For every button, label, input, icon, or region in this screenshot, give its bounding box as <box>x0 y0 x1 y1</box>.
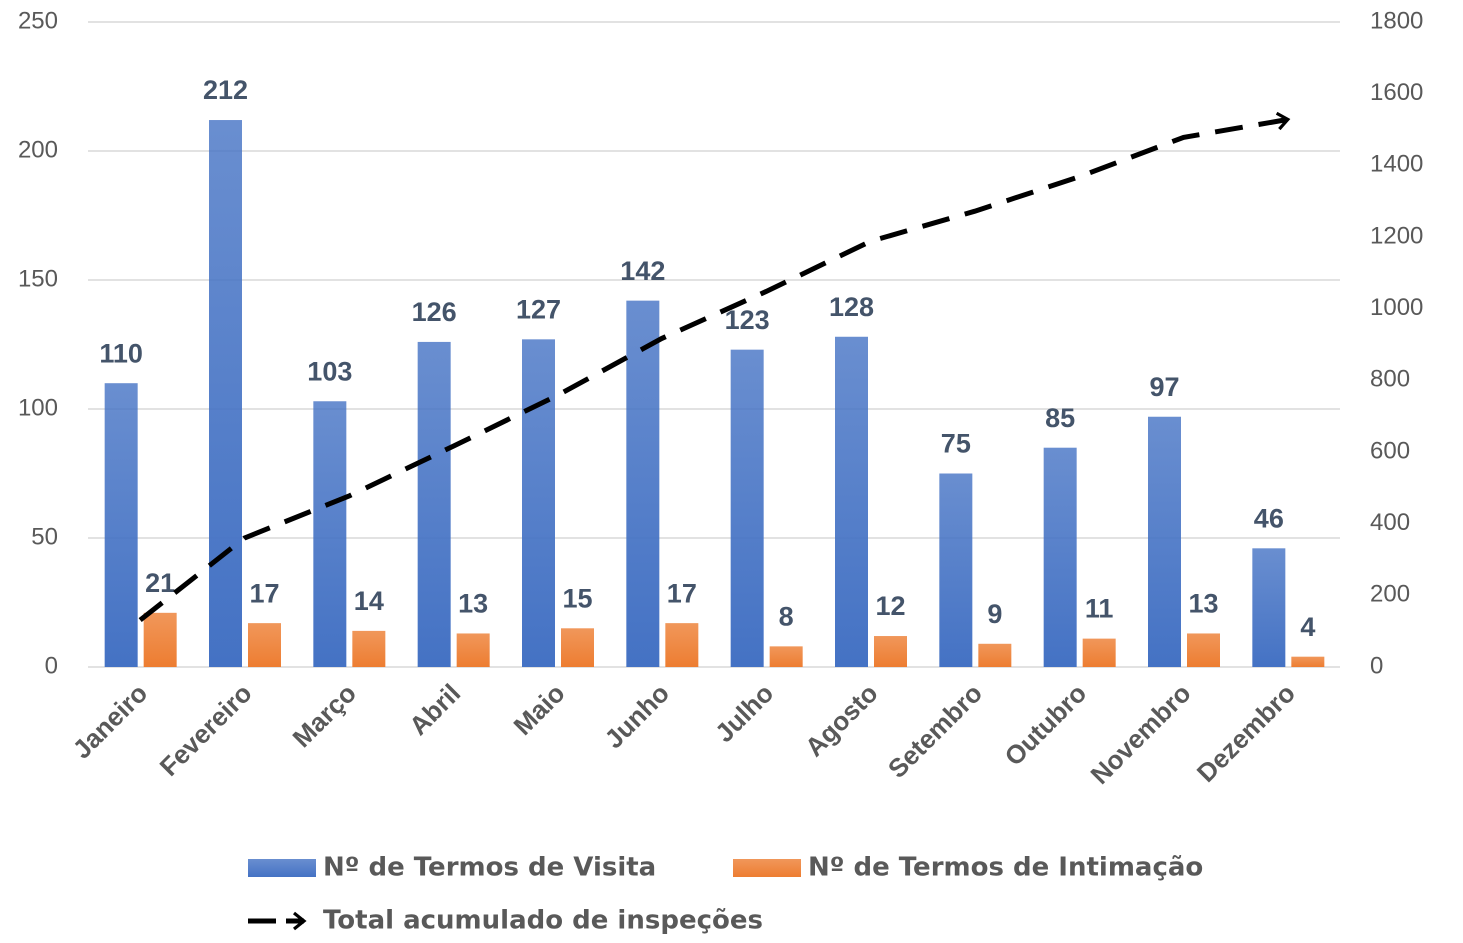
x-tick-label: Janeiro <box>67 678 154 765</box>
legend-label: Total acumulado de inspeções <box>323 906 763 936</box>
data-label: 212 <box>203 75 248 105</box>
data-label: 97 <box>1149 372 1179 402</box>
data-label: 126 <box>412 297 457 327</box>
bar <box>978 643 1012 667</box>
x-tick-label: Junho <box>599 678 675 754</box>
data-label: 17 <box>667 578 697 608</box>
data-label: 110 <box>99 338 143 368</box>
data-label: 13 <box>458 589 488 619</box>
bar <box>313 401 347 667</box>
y2-tick-label: 400 <box>1370 509 1410 536</box>
bar <box>143 612 177 667</box>
bar <box>1043 447 1077 667</box>
data-label: 17 <box>249 578 279 608</box>
data-label: 11 <box>1085 594 1114 624</box>
x-tick-label: Fevereiro <box>154 678 258 782</box>
y2-tick-label: 0 <box>1370 652 1383 679</box>
bar <box>730 349 764 667</box>
x-tick-label: Abril <box>403 678 466 741</box>
bar <box>104 383 138 667</box>
x-tick-label: Agosto <box>799 678 884 763</box>
data-label: 4 <box>1300 612 1315 642</box>
x-tick-label: Novembro <box>1084 678 1196 790</box>
bar <box>874 636 907 667</box>
bar <box>1082 638 1116 667</box>
x-tick-label: Dezembro <box>1191 678 1301 788</box>
bar <box>561 628 594 667</box>
x-tick-label: Outubro <box>999 678 1093 772</box>
line-series <box>138 111 1291 623</box>
bar <box>209 120 242 668</box>
data-label: 9 <box>987 599 1002 629</box>
data-label: 14 <box>354 586 384 616</box>
bar <box>1291 656 1325 667</box>
data-label: 123 <box>725 305 770 335</box>
data-label: 8 <box>779 601 794 631</box>
y-tick-label: 100 <box>18 394 58 421</box>
bar <box>626 300 660 667</box>
y-tick-label: 250 <box>18 7 58 34</box>
legend-label: Nº de Termos de Intimação <box>808 853 1203 883</box>
bar <box>352 630 386 667</box>
y2-tick-label: 800 <box>1370 366 1410 393</box>
y2-tick-label: 1000 <box>1370 294 1423 321</box>
bar <box>417 341 451 667</box>
bar <box>665 623 699 667</box>
bar <box>248 623 281 667</box>
data-label: 21 <box>145 568 175 598</box>
y2-tick-label: 200 <box>1370 581 1410 608</box>
bar <box>769 646 803 667</box>
bar <box>1252 548 1286 667</box>
legend-swatch <box>248 859 316 877</box>
bar <box>522 339 555 667</box>
x-tick-label: Setembro <box>882 678 988 784</box>
data-label: 15 <box>562 583 592 613</box>
bar <box>939 473 973 667</box>
bar <box>456 633 490 667</box>
bar <box>835 336 868 667</box>
legend-swatch <box>733 859 801 877</box>
y2-tick-label: 1200 <box>1370 222 1423 249</box>
data-label: 13 <box>1188 589 1218 619</box>
data-label: 46 <box>1254 503 1284 533</box>
data-label: 142 <box>620 256 665 286</box>
legend-label: Nº de Termos de Visita <box>323 853 656 883</box>
y2-tick-label: 1600 <box>1370 79 1423 106</box>
y-tick-label: 50 <box>31 523 58 550</box>
data-label: 12 <box>875 591 905 621</box>
y-tick-label: 150 <box>18 265 58 292</box>
bar <box>1148 416 1181 667</box>
x-tick-label: Março <box>287 678 362 753</box>
data-label: 128 <box>829 292 874 322</box>
data-label: 75 <box>941 429 971 459</box>
data-label: 85 <box>1045 403 1075 433</box>
y2-tick-label: 1400 <box>1370 151 1423 178</box>
y-tick-label: 200 <box>18 136 58 163</box>
y-tick-label: 0 <box>45 652 58 679</box>
x-tick-label: Maio <box>508 678 571 741</box>
data-label: 103 <box>307 356 352 386</box>
bar <box>1187 633 1220 667</box>
y2-tick-label: 1800 <box>1370 7 1423 34</box>
y2-tick-label: 600 <box>1370 437 1410 464</box>
data-label: 127 <box>516 294 561 324</box>
x-tick-label: Julho <box>709 678 779 748</box>
